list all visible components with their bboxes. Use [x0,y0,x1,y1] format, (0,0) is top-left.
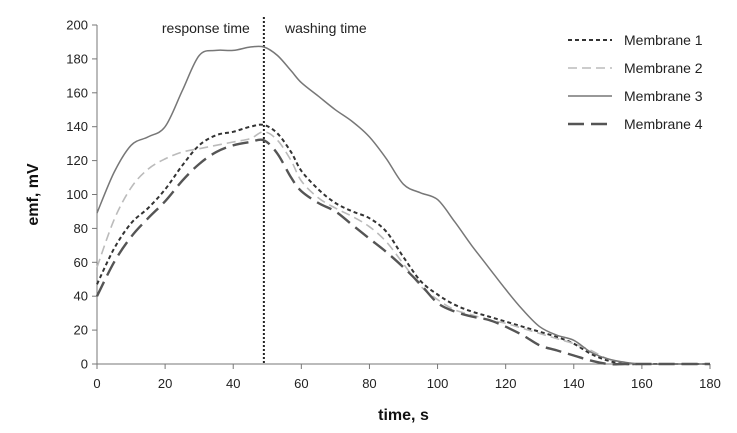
legend-label-membrane-1: Membrane 1 [624,32,703,48]
series-line-membrane-4 [95,138,711,366]
series-line-membrane-3 [96,45,711,365]
x-axis-title: time, s [378,407,429,424]
series-line-membrane-2 [96,131,711,365]
y-tick-label: 180 [66,51,88,66]
y-tick-label: 80 [74,221,88,236]
y-tick-label: 40 [74,289,88,304]
y-tick-labels: 0 20 40 60 80 100 120 140 160 180 200 [66,18,88,372]
axes [92,24,711,369]
x-tick-label: 120 [495,376,517,391]
legend-label-membrane-2: Membrane 2 [624,60,703,76]
x-tick-label: 60 [294,376,308,391]
x-tick-label: 180 [699,376,721,391]
x-tick-label: 160 [631,376,653,391]
y-axis-title: emf, mV [25,163,42,226]
x-tick-label: 100 [427,376,449,391]
y-tick-label: 0 [81,357,88,372]
series-layer [95,45,711,366]
legend-label-membrane-3: Membrane 3 [624,88,703,104]
legend-label-membrane-4: Membrane 4 [624,116,703,132]
y-tick-label: 60 [74,255,88,270]
y-tick-label: 100 [66,187,88,202]
y-tick-label: 140 [66,119,88,134]
x-tick-label: 40 [226,376,240,391]
x-tick-label: 0 [93,376,100,391]
x-tick-label: 20 [158,376,172,391]
response-time-label: response time [162,20,250,36]
x-tick-label: 140 [563,376,585,391]
y-tick-label: 160 [66,85,88,100]
legend: Membrane 1 Membrane 2 Membrane 3 Membrane 4 [568,32,703,132]
washing-time-label: washing time [284,20,367,36]
y-tick-label: 120 [66,153,88,168]
x-tick-labels: 0 20 40 60 80 100 120 140 160 180 [93,376,720,391]
y-tick-label: 20 [74,323,88,338]
x-tick-label: 80 [362,376,376,391]
y-tick-label: 200 [66,18,88,33]
series-line-membrane-1 [96,123,711,366]
